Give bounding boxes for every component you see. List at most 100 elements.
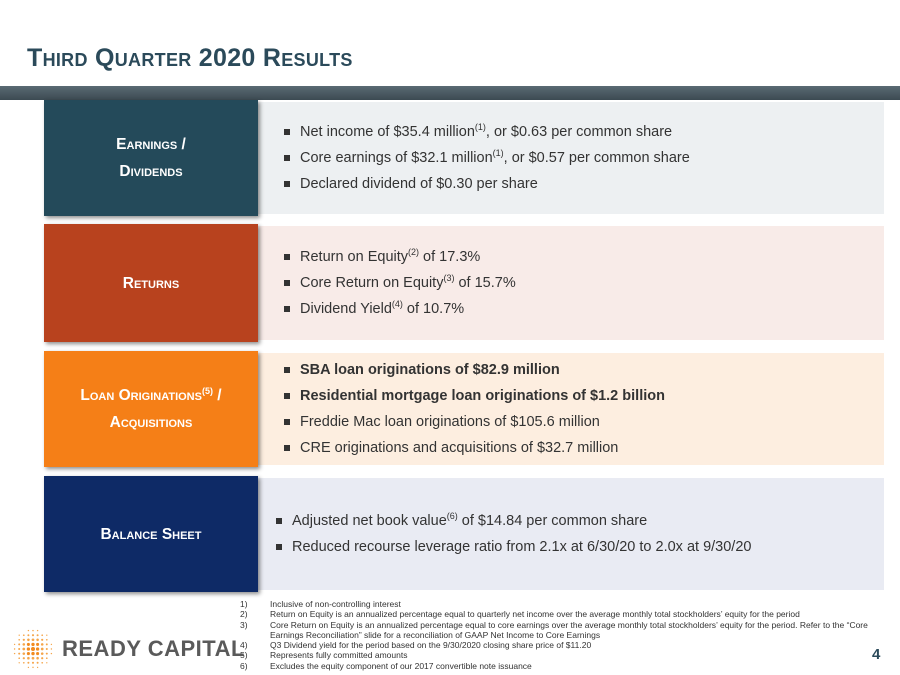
logo-dot bbox=[31, 656, 35, 660]
ready-capital-logo: READY CAPITAL bbox=[12, 628, 245, 670]
logo-dot bbox=[22, 657, 25, 660]
logo-dot bbox=[31, 638, 35, 642]
title-text: Third Quarter 2020 Results bbox=[27, 44, 353, 72]
list-item: Freddie Mac loan originations of $105.6 … bbox=[284, 409, 884, 435]
logo-dot bbox=[45, 647, 48, 651]
square-bullet-icon bbox=[284, 280, 290, 286]
earnings-bullet-list: Net income of $35.4 million(1), or $0.63… bbox=[284, 119, 884, 197]
list-item: Core earnings of $32.1 million(1), or $0… bbox=[284, 145, 884, 171]
earnings-dividends-label: Earnings / Dividends bbox=[44, 100, 258, 216]
returns-label: Returns bbox=[44, 224, 258, 342]
footnote: 1) Inclusive of non-controlling interest bbox=[240, 599, 401, 609]
square-bullet-icon bbox=[276, 544, 282, 550]
logo-dot bbox=[45, 643, 48, 646]
logo-dot bbox=[22, 661, 25, 664]
footnote: 4) Q3 Dividend yield for the period based… bbox=[240, 640, 592, 651]
list-item: Residential mortgage loan originations o… bbox=[284, 383, 884, 409]
square-bullet-icon bbox=[284, 181, 290, 187]
logo-dot bbox=[26, 652, 30, 656]
list-item: Declared dividend of $0.30 per share bbox=[284, 171, 884, 197]
logo-dot bbox=[40, 652, 44, 655]
logo-dot bbox=[36, 642, 40, 646]
logo-dot bbox=[36, 629, 39, 632]
footnote: 3) Core Return on Equity is an annualized… bbox=[240, 619, 868, 640]
logo-text: READY CAPITAL bbox=[62, 636, 245, 661]
logo-dot bbox=[13, 652, 16, 655]
footnote: 6) Excludes the equity component of our 2… bbox=[240, 660, 532, 671]
page-title: Third Quarter 2020 Results bbox=[27, 44, 353, 73]
logo-dot bbox=[36, 634, 39, 637]
logo-dot bbox=[18, 647, 21, 651]
logo-dot bbox=[41, 634, 44, 637]
logo-dot bbox=[41, 638, 44, 641]
list-item: Core Return on Equity(3) of 15.7% bbox=[284, 270, 884, 296]
list-item: Return on Equity(2) of 17.3% bbox=[284, 244, 884, 270]
square-bullet-icon bbox=[284, 419, 290, 425]
logo-dot bbox=[27, 656, 30, 660]
logo-dot bbox=[26, 647, 31, 651]
logo-dot bbox=[35, 647, 40, 651]
square-bullet-icon bbox=[284, 367, 290, 373]
logo-dot bbox=[18, 634, 20, 636]
logo-dot bbox=[41, 657, 44, 660]
logo-dot bbox=[36, 638, 39, 642]
logo-dot bbox=[31, 661, 35, 664]
logo-dot bbox=[13, 643, 16, 646]
square-bullet-icon bbox=[284, 254, 290, 260]
logo-dot bbox=[27, 638, 30, 642]
loans-content-panel: SBA loan originations of $82.9 million R… bbox=[258, 353, 884, 465]
logo-dot bbox=[45, 638, 48, 641]
logo-dot bbox=[18, 657, 21, 660]
logo-dot bbox=[31, 642, 35, 647]
returns-bullet-list: Return on Equity(2) of 17.3% Core Return… bbox=[284, 244, 884, 322]
logo-dot bbox=[18, 643, 21, 646]
logo-dot bbox=[50, 648, 53, 650]
logo-dot bbox=[32, 629, 34, 632]
logo-dot bbox=[18, 652, 21, 655]
logo-dot bbox=[31, 634, 35, 637]
logo-dot bbox=[41, 661, 44, 664]
logo-dot bbox=[13, 648, 16, 650]
title-divider-bar bbox=[0, 86, 900, 100]
list-item: Dividend Yield(4) of 10.7% bbox=[284, 296, 884, 322]
footnote: 2) Return on Equity is an annualized perc… bbox=[240, 609, 800, 620]
earnings-content-panel: Net income of $35.4 million(1), or $0.63… bbox=[258, 102, 884, 214]
square-bullet-icon bbox=[284, 445, 290, 451]
square-bullet-icon bbox=[284, 129, 290, 135]
list-item: CRE originations and acquisitions of $32… bbox=[284, 435, 884, 461]
logo-dot bbox=[27, 629, 30, 632]
list-item: Reduced recourse leverage ratio from 2.1… bbox=[276, 534, 884, 560]
logo-dot bbox=[36, 656, 39, 660]
loan-originations-row: SBA loan originations of $82.9 million R… bbox=[44, 351, 884, 467]
balance-bullet-list: Adjusted net book value(6) of $14.84 per… bbox=[276, 508, 884, 560]
square-bullet-icon bbox=[284, 393, 290, 399]
returns-content-panel: Return on Equity(2) of 17.3% Core Return… bbox=[258, 226, 884, 340]
starburst-dots-logo-icon bbox=[12, 628, 54, 670]
square-bullet-icon bbox=[284, 306, 290, 312]
loan-originations-label: Loan Originations(5) / Acquisitions bbox=[44, 351, 258, 467]
logo-dot bbox=[22, 638, 25, 641]
logo-dot bbox=[36, 661, 39, 664]
page-number: 4 bbox=[872, 646, 881, 663]
logo-dot bbox=[22, 652, 26, 655]
logo-dot bbox=[31, 651, 35, 656]
list-item: Adjusted net book value(6) of $14.84 per… bbox=[276, 508, 884, 534]
balance-content-panel: Adjusted net book value(6) of $14.84 per… bbox=[258, 478, 884, 590]
square-bullet-icon bbox=[276, 518, 282, 524]
footnotes: 1) Inclusive of non-controlling interest … bbox=[240, 599, 870, 671]
logo-dot bbox=[18, 638, 21, 641]
logo-dot bbox=[46, 662, 48, 664]
logo-dot bbox=[22, 647, 26, 651]
logo-dot bbox=[45, 657, 48, 660]
square-bullet-icon bbox=[284, 155, 290, 161]
logo-dot bbox=[27, 661, 30, 664]
balance-sheet-row: Adjusted net book value(6) of $14.84 per… bbox=[44, 476, 884, 592]
balance-sheet-label: Balance Sheet bbox=[44, 476, 258, 592]
loans-bullet-list: SBA loan originations of $82.9 million R… bbox=[284, 357, 884, 461]
logo-dot bbox=[36, 666, 39, 669]
logo-dot bbox=[27, 666, 30, 669]
logo-dot bbox=[50, 652, 53, 655]
logo-dot bbox=[27, 634, 30, 637]
logo-dot bbox=[31, 647, 35, 651]
list-item: SBA loan originations of $82.9 million bbox=[284, 357, 884, 383]
